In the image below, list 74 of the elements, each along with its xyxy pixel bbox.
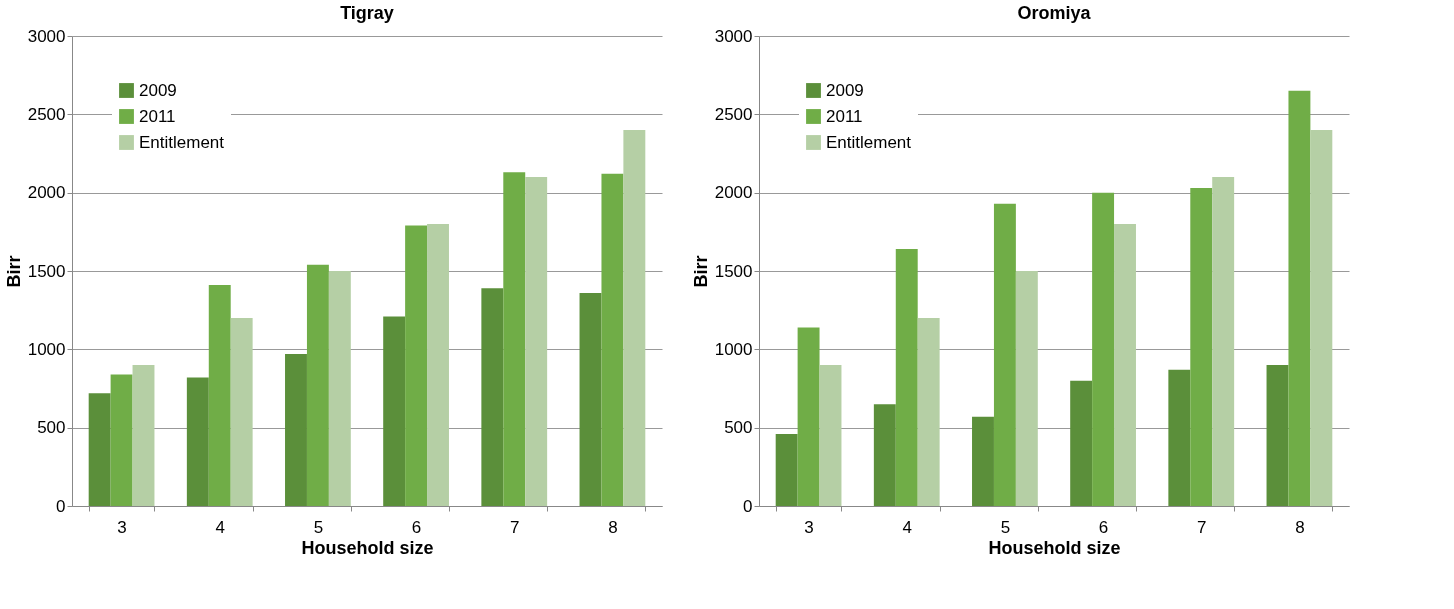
- bar: [1092, 192, 1115, 506]
- bar: [503, 172, 526, 506]
- y-axis-title: Birr: [3, 255, 24, 288]
- bar: [1114, 224, 1136, 506]
- y-tick-label: 2000: [714, 183, 753, 203]
- bar: [917, 318, 940, 506]
- chart-title: Tigray: [340, 3, 394, 23]
- bar: [1190, 187, 1213, 506]
- y-tick-label: 3000: [714, 26, 753, 46]
- bar: [1266, 365, 1289, 506]
- legend-label: Entitlement: [826, 132, 912, 152]
- bar: [132, 365, 155, 506]
- x-axis-title: Household size: [301, 537, 434, 558]
- x-tick-label: 6: [411, 517, 422, 537]
- y-tick-label: 2500: [714, 104, 753, 124]
- bar: [797, 327, 820, 506]
- legend-label: 2011: [826, 106, 863, 126]
- bar: [427, 224, 449, 506]
- x-tick-label: 4: [902, 517, 912, 537]
- legend-label: 2009: [139, 80, 177, 100]
- bar: [1070, 380, 1093, 506]
- bar: [208, 285, 231, 506]
- legend-label: 2009: [826, 80, 864, 100]
- y-tick-label: 1500: [27, 261, 66, 281]
- x-tick-label: 8: [608, 517, 618, 537]
- bar: [972, 416, 994, 506]
- y-tick-label: 1000: [714, 339, 753, 359]
- y-tick-label: 2000: [27, 183, 66, 203]
- bar: [1288, 90, 1311, 506]
- x-tick-label: 4: [215, 517, 225, 537]
- legend-label: Entitlement: [139, 132, 225, 152]
- bar: [623, 130, 646, 506]
- y-tick-label: 3000: [27, 26, 66, 46]
- bar: [775, 433, 798, 506]
- y-tick-label: 1000: [27, 339, 66, 359]
- x-tick-label: 5: [1000, 517, 1011, 537]
- x-tick-label: 3: [804, 517, 814, 537]
- bar: [873, 404, 896, 506]
- x-tick-label: 5: [313, 517, 324, 537]
- x-tick-label: 7: [1197, 517, 1207, 537]
- x-axis-title: Household size: [988, 537, 1121, 558]
- bar: [601, 173, 624, 506]
- bar: [110, 374, 133, 506]
- x-tick-label: 3: [117, 517, 127, 537]
- bar: [993, 203, 1016, 506]
- x-tick-label: 8: [1295, 517, 1305, 537]
- x-tick-label: 6: [1098, 517, 1109, 537]
- bar: [328, 271, 351, 506]
- bar: [306, 264, 329, 506]
- bar: [186, 377, 209, 506]
- y-tick-label: 500: [37, 418, 66, 438]
- legend-label: 2011: [139, 106, 176, 126]
- bar: [1310, 130, 1333, 506]
- bar: [285, 354, 307, 506]
- bar: [1015, 271, 1038, 506]
- bar: [895, 249, 918, 506]
- y-tick-label: 1500: [714, 261, 753, 281]
- bar: [1168, 369, 1191, 506]
- chart-title: Oromiya: [1017, 3, 1092, 23]
- bar: [383, 316, 406, 506]
- bar: [819, 365, 842, 506]
- bar: [525, 177, 548, 506]
- bar: [405, 225, 428, 506]
- x-tick-label: 7: [510, 517, 520, 537]
- bar: [1212, 177, 1235, 506]
- bar: [481, 288, 504, 506]
- y-tick-label: 0: [743, 496, 753, 516]
- y-tick-label: 2500: [27, 104, 66, 124]
- bar: [230, 318, 253, 506]
- bar: [579, 292, 602, 506]
- y-tick-label: 500: [724, 418, 753, 438]
- y-axis-title: Birr: [690, 255, 711, 288]
- bar: [88, 393, 111, 506]
- y-tick-label: 0: [56, 496, 66, 516]
